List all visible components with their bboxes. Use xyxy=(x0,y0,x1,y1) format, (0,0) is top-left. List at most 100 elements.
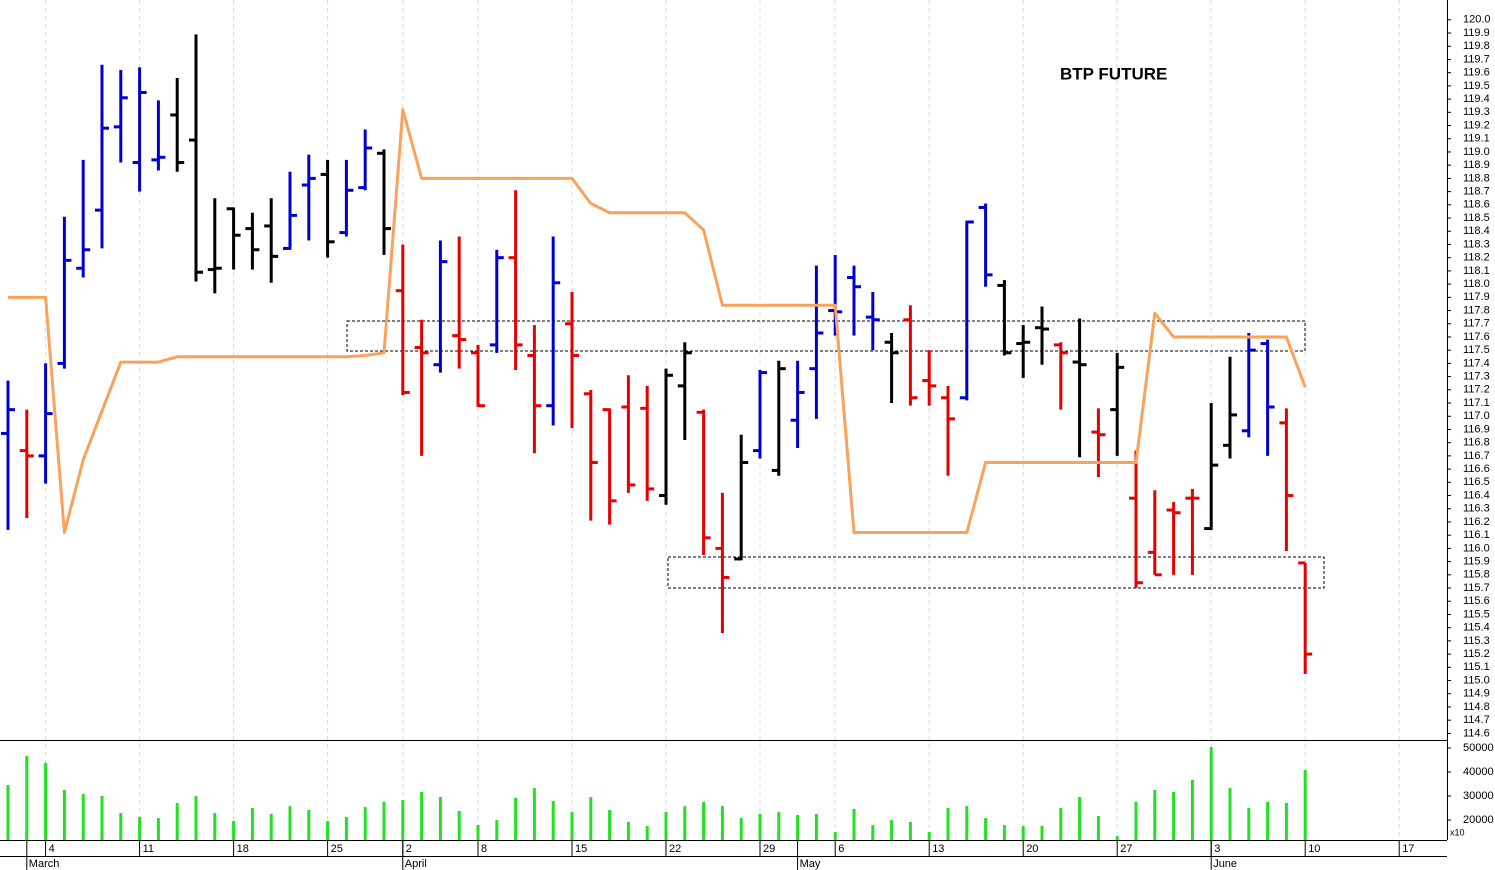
y-tick-label: 115.4 xyxy=(1463,622,1490,634)
y-tick-label: 117.5 xyxy=(1463,344,1490,356)
y-tick-label: 115.8 xyxy=(1463,569,1490,581)
x-tick-label: 29 xyxy=(763,843,775,855)
volume-bar xyxy=(927,832,931,840)
volume-bar xyxy=(871,825,875,840)
y-tick-label: 116.4 xyxy=(1463,489,1490,501)
y-tick-label: 117.0 xyxy=(1463,410,1490,422)
y-tick-label: 116.6 xyxy=(1463,463,1490,475)
volume-bar xyxy=(532,788,536,840)
volume-bar xyxy=(44,762,48,840)
volume-bar xyxy=(758,814,762,840)
volume-bar xyxy=(984,818,988,840)
volume-bar xyxy=(683,806,687,840)
y-tick-label: 117.7 xyxy=(1463,318,1490,330)
y-tick-label: 115.0 xyxy=(1463,674,1490,686)
y-tick-label: 116.5 xyxy=(1463,476,1490,488)
month-label: March xyxy=(29,858,60,870)
volume-bar xyxy=(852,809,856,840)
volume-bar xyxy=(514,797,518,840)
y-tick-label: 119.9 xyxy=(1463,27,1490,39)
volume-bar xyxy=(156,818,160,840)
volume-bar xyxy=(138,816,142,840)
chart-title: BTP FUTURE xyxy=(1060,64,1167,83)
volume-bar xyxy=(626,821,630,840)
volume-bar xyxy=(25,755,29,840)
volume-bar xyxy=(1059,808,1063,840)
month-label: June xyxy=(1213,858,1237,870)
y-tick-label: 118.3 xyxy=(1463,238,1490,250)
volume-bar xyxy=(1021,826,1025,840)
volume-bar xyxy=(720,806,724,840)
y-tick-label: 114.6 xyxy=(1463,727,1490,739)
y-tick-label: 118.7 xyxy=(1463,186,1490,198)
volume-bar xyxy=(608,809,612,840)
y-tick-label: 118.4 xyxy=(1463,225,1490,237)
y-tick-label: 117.9 xyxy=(1463,291,1490,303)
x-tick-label: 3 xyxy=(1214,843,1220,855)
x-tick-label: 11 xyxy=(143,843,154,855)
volume-bar xyxy=(1115,836,1119,840)
y-tick-label: 114.8 xyxy=(1463,701,1490,713)
y-tick-label: 115.5 xyxy=(1463,608,1490,620)
volume-bar xyxy=(6,784,10,840)
y-tick-label: 116.1 xyxy=(1463,529,1490,541)
volume-bar xyxy=(1172,791,1176,840)
y-tick-label: 119.0 xyxy=(1463,146,1490,158)
zone-box xyxy=(667,556,1325,589)
x-tick-label: 18 xyxy=(237,843,249,855)
y-tick-label: 115.6 xyxy=(1463,595,1490,607)
y-tick-label: 117.1 xyxy=(1463,397,1490,409)
y-tick-label: 118.5 xyxy=(1463,212,1490,224)
volume-bar xyxy=(702,802,706,840)
volume-unit: x10 xyxy=(1450,827,1465,837)
x-tick-label: 17 xyxy=(1402,843,1414,855)
y-tick-label: 119.1 xyxy=(1463,133,1490,145)
y-tick-label: 115.3 xyxy=(1463,635,1490,647)
y-tick-label: 119.3 xyxy=(1463,106,1490,118)
volume-bar xyxy=(476,825,480,840)
volume-bar xyxy=(457,810,461,840)
y-tick-label: 118.1 xyxy=(1463,265,1490,277)
y-tick-label: 119.8 xyxy=(1463,40,1490,52)
volume-bar xyxy=(420,791,424,840)
volume-bar xyxy=(175,802,179,840)
y-tick-label: 119.4 xyxy=(1463,93,1490,105)
volume-bar xyxy=(194,796,198,840)
y-tick-label: 118.9 xyxy=(1463,159,1490,171)
x-tick-label: 25 xyxy=(331,843,343,855)
x-tick-label: 8 xyxy=(481,843,487,855)
y-tick-label: 118.6 xyxy=(1463,199,1490,211)
volume-bar xyxy=(269,814,273,840)
volume-bar xyxy=(401,800,405,840)
volume-bar xyxy=(363,807,367,840)
volume-bar xyxy=(1209,747,1213,840)
x-tick-label: 2 xyxy=(406,843,412,855)
y-tick-label: 118.8 xyxy=(1463,172,1490,184)
x-tick-label: 10 xyxy=(1308,843,1320,855)
volume-bar xyxy=(344,816,348,840)
y-tick-label: 117.3 xyxy=(1463,371,1490,383)
volume-bar xyxy=(946,808,950,840)
y-tick-label: 119.5 xyxy=(1463,80,1490,92)
volume-bar xyxy=(100,796,104,840)
y-tick-label: 119.2 xyxy=(1463,119,1490,131)
y-tick-label: 117.2 xyxy=(1463,384,1490,396)
y-tick-label: 30000 xyxy=(1463,790,1494,802)
volume-bar xyxy=(250,808,254,840)
y-tick-label: 116.2 xyxy=(1463,516,1490,528)
volume-bar xyxy=(589,796,593,840)
volume-bar xyxy=(119,813,123,840)
zone-box xyxy=(346,320,1306,352)
volume-bar xyxy=(664,812,668,840)
y-tick-label: 114.9 xyxy=(1463,688,1490,700)
volume-bar xyxy=(551,801,555,840)
volume-bar xyxy=(645,826,649,840)
volume-bar xyxy=(965,806,969,840)
volume-bar xyxy=(833,832,837,840)
volume-bar xyxy=(288,806,292,840)
y-tick-label: 118.2 xyxy=(1463,252,1490,264)
overlay-line xyxy=(8,108,1307,535)
